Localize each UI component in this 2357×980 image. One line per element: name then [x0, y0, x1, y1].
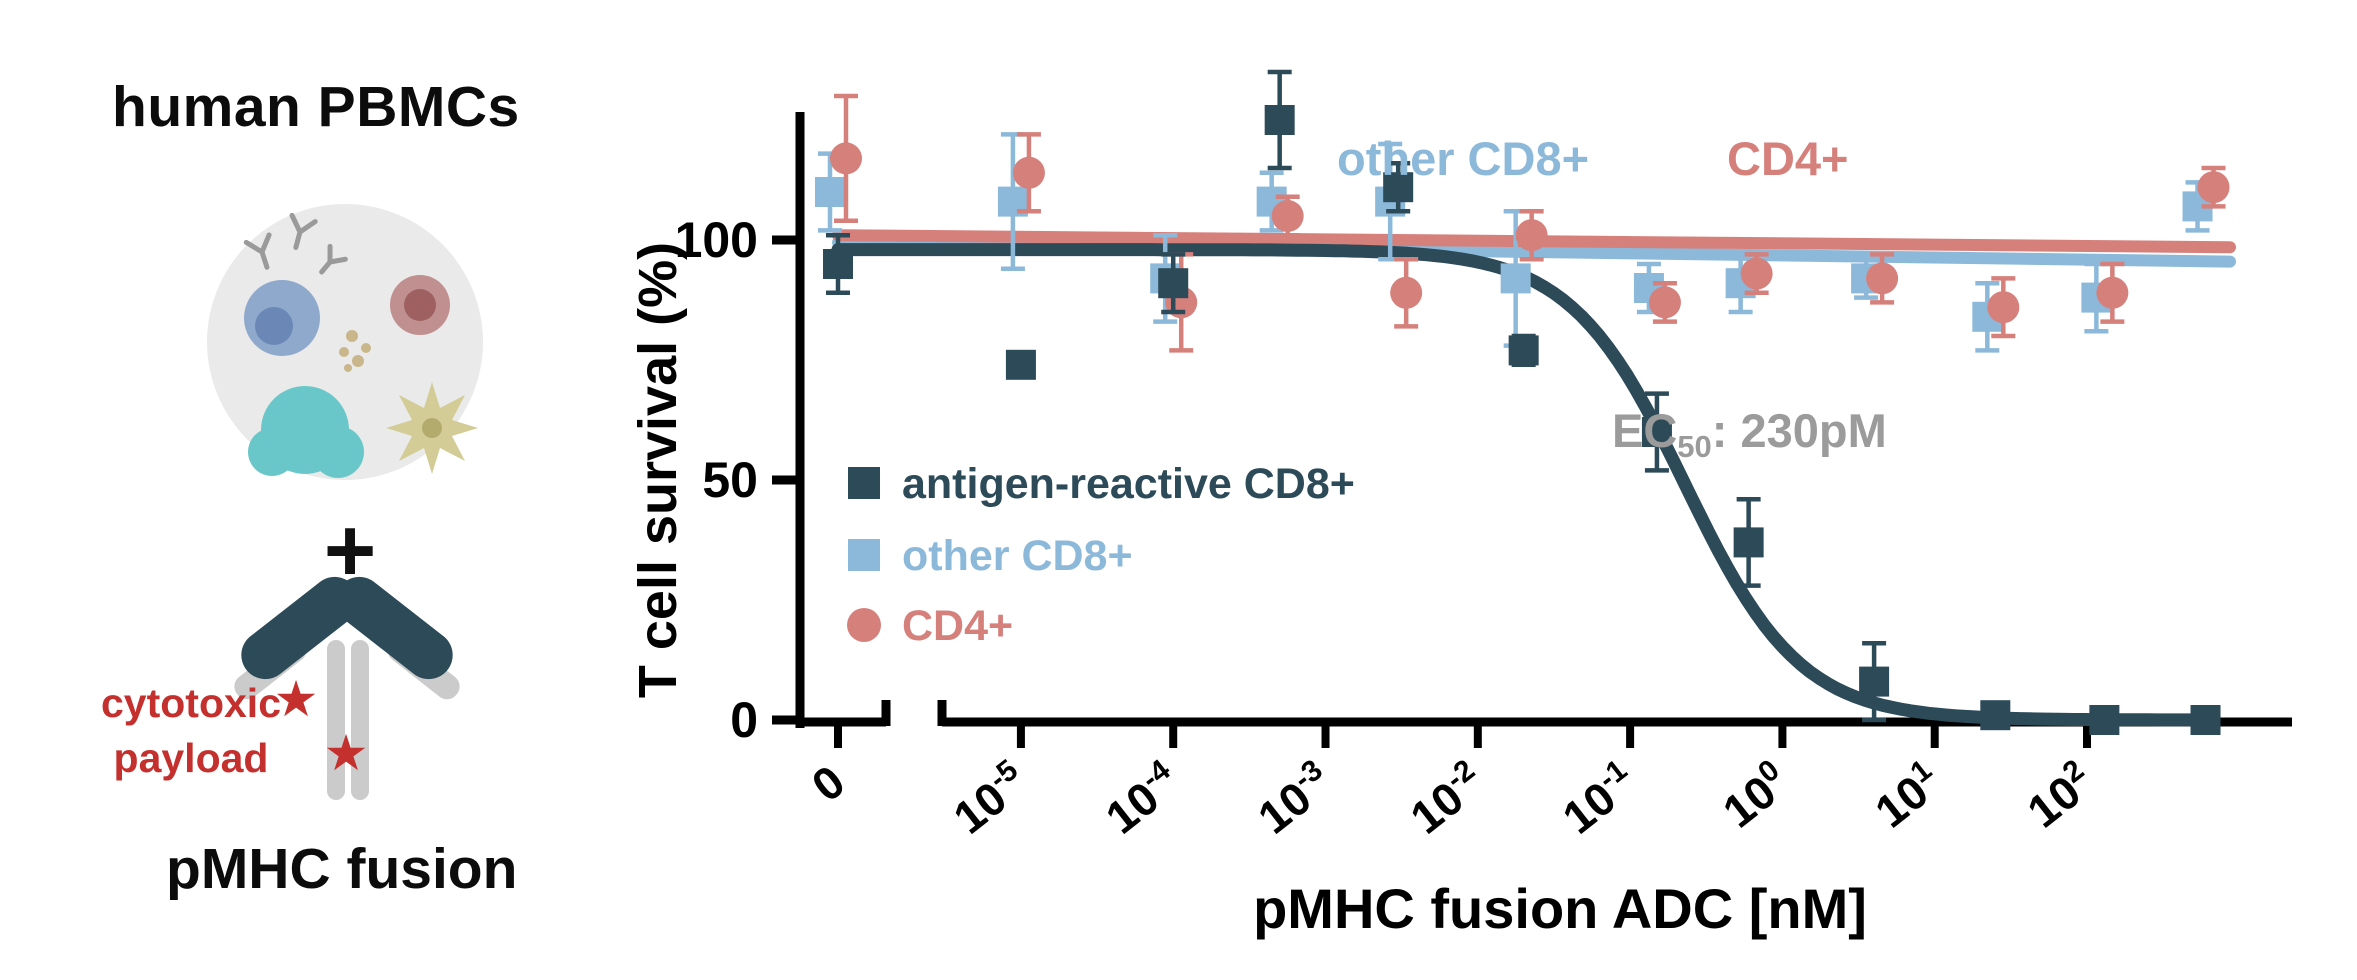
human-pbmcs-label: human PBMCs	[112, 75, 520, 139]
x-tick-label: 10-1	[1552, 753, 1647, 843]
legend-label: antigen-reactive CD8+	[902, 460, 1355, 508]
annotation-cd4: CD4+	[1727, 132, 1848, 185]
pbmc-antibody-illustration: ★ ★	[207, 204, 483, 800]
data-point	[1383, 172, 1414, 203]
x-tick-label: 10-3	[1247, 753, 1342, 843]
data-point	[1264, 105, 1295, 135]
series-antigen-reactive-cd8-	[823, 69, 2221, 735]
legend: antigen-reactive CD8+ other CD8+ CD4+	[847, 460, 1355, 650]
data-point	[1648, 286, 1681, 319]
axes	[772, 112, 2292, 748]
payload-star-icon: ★	[274, 671, 319, 727]
data-point	[1980, 700, 2011, 731]
lymphocyte-cell-blue	[244, 280, 320, 356]
axis-titles: pMHC fusion ADC [nM] T cell survival (%)	[628, 242, 1867, 940]
x-axis-title: pMHC fusion ADC [nM]	[1253, 877, 1867, 940]
data-point	[1012, 156, 1045, 189]
data-point	[1508, 335, 1539, 366]
data-point	[2190, 705, 2221, 735]
tick-labels: 0 50 100 0 10-5 10-4 10-3 10-2 10-1 100 101 102	[675, 212, 2103, 844]
data-point	[1515, 219, 1548, 252]
data-point	[830, 142, 862, 175]
payload-star-icon: ★	[324, 725, 369, 781]
data-point	[2096, 276, 2129, 309]
antibody-doodle-icon	[243, 212, 348, 275]
x-tick-label: 0	[802, 755, 854, 812]
annotation-ec50: EC50: 230pM	[1612, 404, 1887, 464]
legend-swatch	[847, 608, 881, 642]
y-tick-label: 0	[730, 692, 758, 748]
data-point	[1987, 291, 2020, 324]
data-point	[2197, 171, 2230, 204]
series-cd4-	[830, 93, 2230, 353]
markers	[830, 142, 2230, 324]
antibody-icon: ★ ★	[234, 576, 460, 800]
cytotoxic-payload-label: cytotoxic payload	[76, 676, 306, 787]
data-point	[815, 177, 845, 207]
data-point	[2089, 705, 2120, 735]
x-tick-label: 101	[1864, 753, 1951, 837]
x-tick-label: 10-4	[1095, 753, 1190, 844]
legend-label: other CD8+	[902, 532, 1133, 580]
annotation-other-cd8: other CD8+	[1337, 132, 1589, 185]
y-tick-label: 100	[675, 212, 758, 268]
data-point	[1390, 276, 1423, 309]
data-point	[1641, 417, 1672, 447]
dendritic-cell-olive	[386, 382, 478, 474]
x-tick-label: 10-5	[942, 753, 1037, 843]
data-point	[1500, 263, 1531, 294]
monocyte-cell-maroon	[390, 275, 450, 335]
antibody-heavy-chains	[241, 576, 453, 680]
legend-swatch	[848, 467, 880, 499]
pmhc-fusion-label: pMHC fusion	[166, 837, 518, 901]
payload-word-2: payload	[113, 735, 269, 782]
granule-dots	[339, 330, 371, 372]
data-point	[1733, 527, 1764, 558]
data-point	[1866, 262, 1899, 295]
payload-word-1: cytotoxic	[101, 680, 281, 726]
legend-swatch	[848, 539, 880, 571]
tcell-blob-teal	[248, 386, 364, 478]
legend-label: CD4+	[902, 602, 1013, 650]
data-point	[1005, 349, 1036, 380]
x-tick-label: 102	[2016, 753, 2103, 837]
x-tick-label: 100	[1712, 753, 1799, 837]
y-axis-title: T cell survival (%)	[628, 242, 688, 698]
x-tick-label: 10-2	[1399, 753, 1494, 843]
plus-sign: +	[323, 501, 377, 601]
y-tick-label: 50	[702, 452, 758, 508]
data-point	[1158, 268, 1189, 299]
data-point	[823, 249, 853, 279]
data-point	[1271, 200, 1304, 232]
markers	[823, 105, 2221, 735]
data-point	[1740, 257, 1773, 290]
annotations: other CD8+ CD4+ EC50: 230pM	[1337, 132, 1887, 464]
data-point	[1859, 666, 1890, 697]
